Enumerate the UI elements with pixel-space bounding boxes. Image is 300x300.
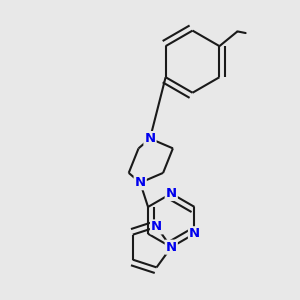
Text: N: N	[135, 176, 146, 189]
Text: N: N	[144, 132, 156, 145]
Text: N: N	[166, 241, 177, 254]
Text: N: N	[151, 220, 162, 233]
Text: N: N	[166, 187, 177, 200]
Text: N: N	[189, 227, 200, 240]
